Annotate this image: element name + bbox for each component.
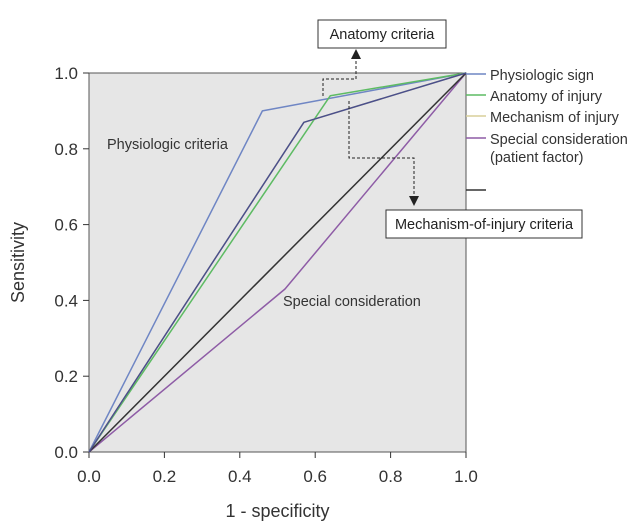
anatomy-criteria-box: [317, 19, 447, 49]
x-tick-label: 0.8: [379, 467, 403, 486]
x-tick-label: 0.0: [77, 467, 101, 486]
legend-label-3: Special consideration: [490, 132, 628, 148]
x-tick-label: 0.6: [303, 467, 327, 486]
anatomy-criteria-label: Anatomy criteria: [330, 27, 436, 43]
legend-label-2: Mechanism of injury: [490, 110, 620, 126]
y-tick-label: 0.8: [54, 140, 78, 159]
y-tick-label: 0.0: [54, 443, 78, 462]
mechanism-arrow-head: [409, 196, 419, 206]
mechanism-criteria-box: [385, 209, 583, 239]
mechanism-arrow-line: [348, 101, 415, 196]
mechanism-criteria-label: Mechanism-of-injury criteria: [395, 217, 574, 233]
legend-label-3: (patient factor): [490, 150, 584, 166]
x-axis-title: 1 - specificity: [225, 501, 329, 521]
y-tick-label: 1.0: [54, 64, 78, 83]
series-line-5: [88, 72, 467, 453]
anatomy-arrow-head: [351, 49, 361, 59]
x-tick-label: 0.4: [228, 467, 252, 486]
y-tick-label: 0.2: [54, 367, 78, 386]
x-tick-label: 1.0: [454, 467, 478, 486]
series-line-4: [88, 72, 467, 453]
series-line-3: [88, 72, 467, 453]
anatomy-arrow-line: [322, 57, 357, 96]
series-line-0: [88, 72, 467, 453]
annotation-special-consideration: Special consideration: [283, 294, 421, 310]
y-tick-label: 0.4: [54, 291, 78, 310]
legend-label-0: Physiologic sign: [490, 68, 594, 84]
y-tick-label: 0.6: [54, 216, 78, 235]
annotation-physiologic-criteria: Physiologic criteria: [107, 137, 229, 153]
series-line-1: [88, 72, 467, 453]
legend-label-1: Anatomy of injury: [490, 89, 603, 105]
y-axis-title: Sensitivity: [8, 222, 28, 303]
x-tick-label: 0.2: [153, 467, 177, 486]
